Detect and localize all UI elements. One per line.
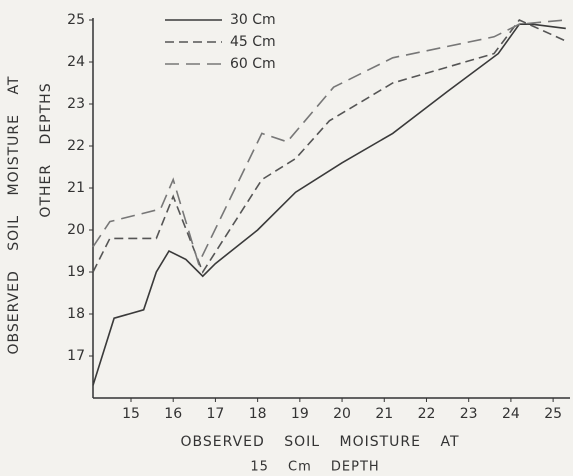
y-axis-label: OBSERVED SOIL MOISTURE AT bbox=[6, 76, 22, 355]
y-tick-label: 19 bbox=[67, 264, 85, 280]
y-tick-label: 24 bbox=[67, 54, 85, 70]
y-tick-label: 21 bbox=[67, 180, 85, 196]
legend-label: 60 Cm bbox=[230, 56, 276, 72]
x-tick-label: 20 bbox=[333, 406, 351, 422]
x-tick-label: 15 bbox=[122, 406, 140, 422]
data-line bbox=[92, 19, 566, 266]
y-tick-label: 20 bbox=[67, 222, 85, 238]
y-tick-label: 23 bbox=[67, 96, 85, 112]
y-tick-label: 18 bbox=[67, 306, 85, 322]
x-tick-label: 18 bbox=[249, 406, 267, 422]
x-tick-label: 16 bbox=[164, 406, 182, 422]
x-tick-label: 19 bbox=[291, 406, 309, 422]
y-axis-label: OTHER DEPTHS bbox=[38, 82, 54, 217]
x-axis-label: 15 Cm DEPTH bbox=[250, 460, 379, 475]
x-tick-label: 25 bbox=[544, 406, 562, 422]
x-tick-label: 21 bbox=[375, 406, 393, 422]
x-tick-label: 24 bbox=[502, 406, 520, 422]
legend-label: 45 Cm bbox=[230, 34, 276, 50]
y-tick-label: 22 bbox=[67, 138, 85, 154]
x-tick-label: 22 bbox=[418, 406, 436, 422]
data-line bbox=[92, 19, 567, 274]
y-tick-label: 17 bbox=[67, 348, 85, 364]
y-tick-label: 25 bbox=[67, 12, 85, 28]
legend-label: 30 Cm bbox=[230, 12, 276, 28]
x-tick-label: 17 bbox=[207, 406, 225, 422]
x-tick-label: 23 bbox=[460, 406, 478, 422]
x-axis-label: OBSERVED SOIL MOISTURE AT bbox=[181, 434, 460, 450]
data-line bbox=[92, 23, 566, 386]
